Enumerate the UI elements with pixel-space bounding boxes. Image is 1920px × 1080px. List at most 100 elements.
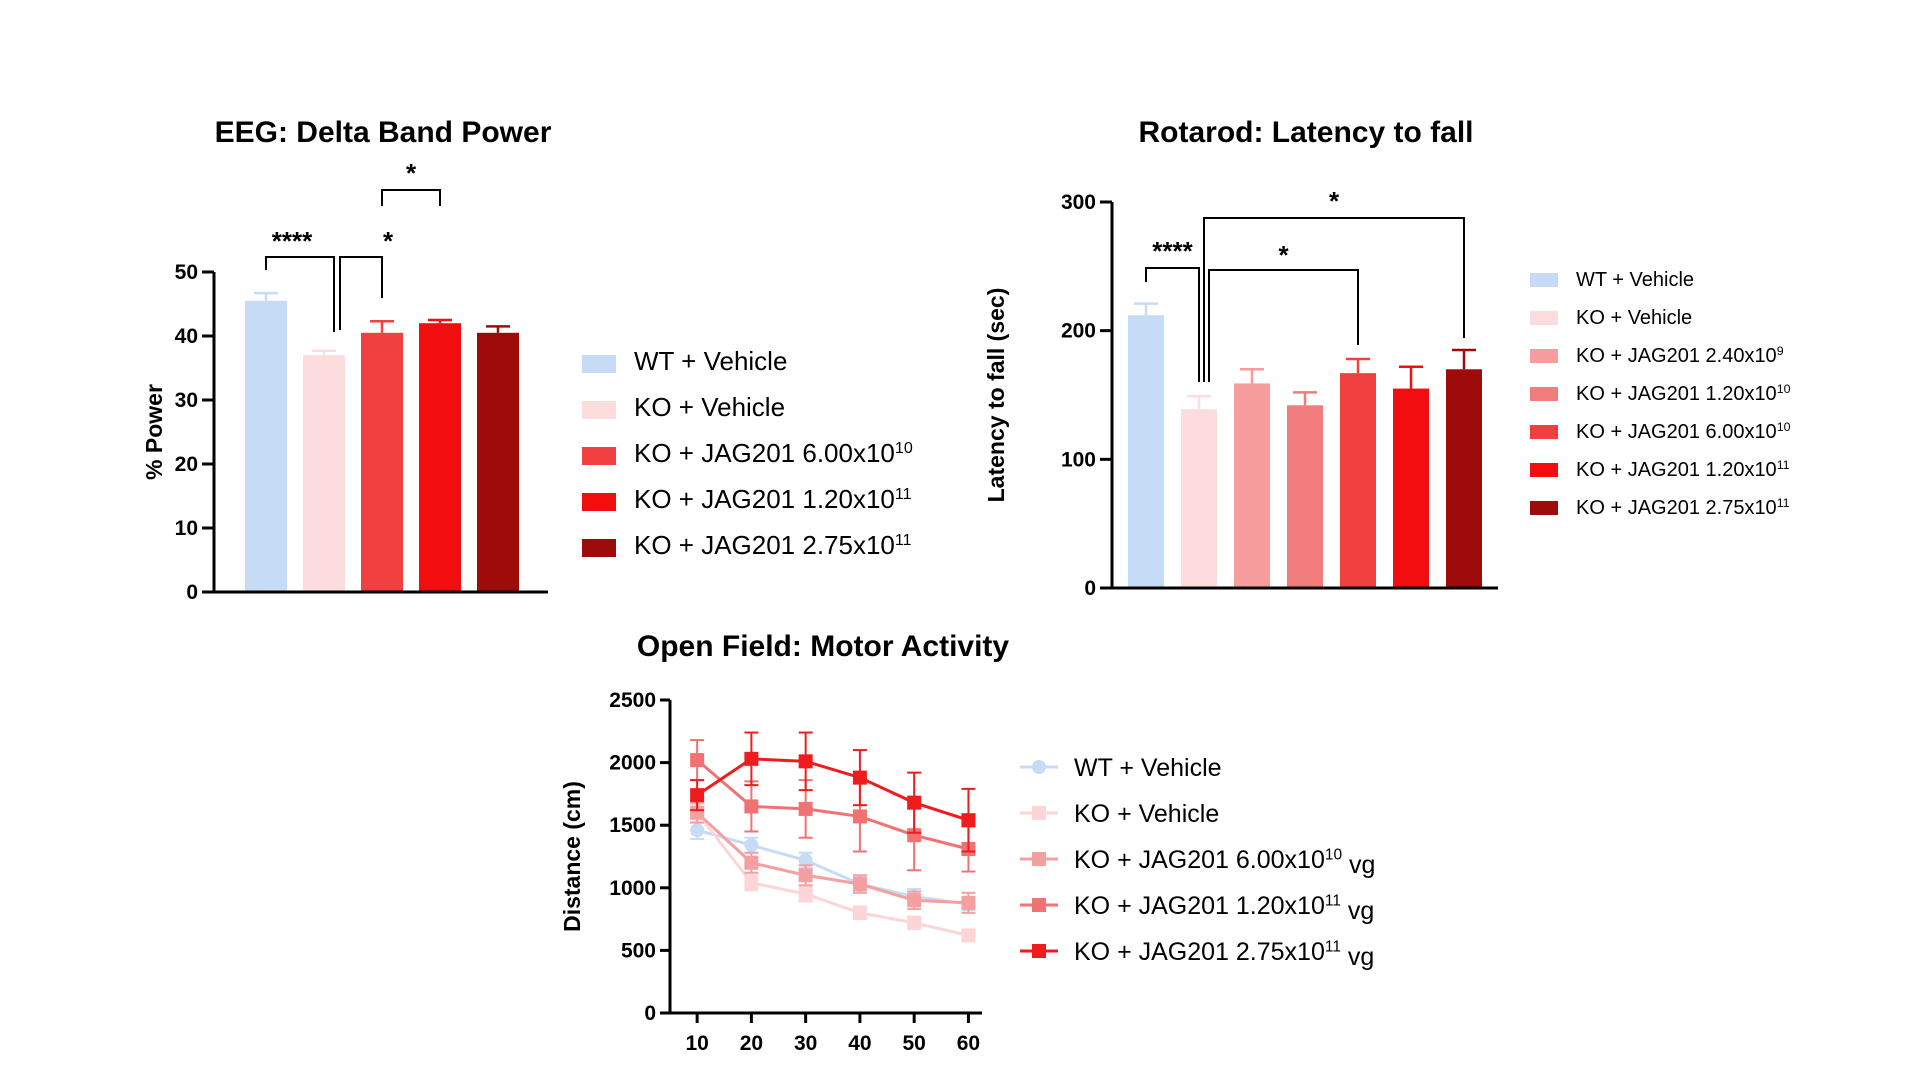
legend-label-main: WT + Vehicle: [1576, 269, 1694, 291]
data-point: [852, 905, 867, 920]
legend-label-main: KO + JAG201 6.00x10: [1074, 846, 1325, 874]
legend-label-main: KO + JAG201 1.20x10: [1074, 892, 1325, 920]
series-line: [696, 758, 969, 851]
legend-label: KO + JAG201 6.00x1010 vg: [1074, 846, 1375, 879]
legend-swatch: [1530, 425, 1558, 439]
bar: [245, 300, 287, 591]
data-point: [744, 855, 759, 870]
legend-label: KO + JAG201 1.20x1011 vg: [1074, 892, 1374, 925]
legend-marker: [1032, 944, 1046, 958]
y-tick-label: 1000: [609, 877, 656, 900]
data-point: [798, 754, 813, 769]
bar: [1287, 405, 1323, 587]
legend-label: KO + JAG201 1.20x1011: [634, 484, 912, 514]
legend-label: KO + JAG201 2.75x1011 vg: [1074, 938, 1374, 971]
legend-label-exponent: 11: [1777, 496, 1790, 510]
data-point: [744, 838, 759, 853]
significance-label: *: [383, 226, 394, 256]
legend-label: KO + JAG201 1.20x1010: [1576, 382, 1791, 405]
legend-label-main: WT + Vehicle: [1074, 754, 1222, 782]
significance-label: *: [406, 158, 417, 188]
legend-label-main: KO + JAG201 2.40x10: [1576, 345, 1777, 367]
legend-label-main: KO + JAG201 2.75x10: [1576, 497, 1777, 519]
y-tick-label: 40: [175, 325, 198, 348]
y-tick-label: 50: [175, 261, 198, 284]
legend-label: WT + Vehicle: [634, 346, 787, 376]
significance-label: ****: [272, 226, 313, 256]
legend-label-exponent: 10: [1325, 846, 1343, 863]
legend-label-main: KO + JAG201 6.00x10: [634, 438, 895, 468]
legend-label: KO + JAG201 6.00x1010: [1576, 420, 1791, 443]
open-field-motor-activity-chart: Open Field: Motor Activity Distance (cm) 0…: [559, 630, 1375, 1055]
y-tick-label: 500: [621, 939, 656, 962]
legend-label-unit: vg: [1341, 943, 1374, 971]
significance-bracket: [265, 256, 335, 332]
legend-label: KO + Vehicle: [1074, 800, 1219, 828]
legend-swatch: [1530, 501, 1558, 515]
x-tick-label: 10: [685, 1032, 708, 1055]
data-point: [961, 895, 976, 910]
series-line: [696, 757, 969, 822]
legend-label-exponent: 10: [895, 439, 913, 457]
data-point: [852, 770, 867, 785]
legend-label: WT + Vehicle: [1074, 754, 1222, 782]
legend-label-exponent: 11: [1325, 938, 1341, 955]
y-tick-label: 30: [175, 389, 198, 412]
legend-swatch: [582, 355, 616, 373]
legend-label: KO + Vehicle: [1576, 307, 1692, 329]
x-tick-label: 20: [740, 1032, 763, 1055]
y-tick-label: 1500: [609, 814, 656, 837]
legend-label-unit: vg: [1342, 851, 1375, 879]
series-line: [696, 828, 969, 906]
legend-swatch: [582, 447, 616, 465]
legend-label-main: KO + JAG201 2.75x10: [1074, 938, 1325, 966]
y-tick-label: 100: [1061, 448, 1096, 471]
legend-label-main: KO + JAG201 1.20x10: [1576, 383, 1777, 405]
legend-marker: [1032, 806, 1046, 820]
x-tick-label: 40: [848, 1032, 871, 1055]
significance-bracket: [1203, 217, 1465, 382]
legend-label-exponent: 11: [1325, 892, 1341, 909]
x-tick-label: 30: [794, 1032, 817, 1055]
y-tick-label: 10: [175, 517, 198, 540]
legend-label-main: KO + JAG201 1.20x10: [1576, 459, 1777, 481]
legend-marker: [1032, 898, 1046, 912]
legend-label-exponent: 10: [1777, 420, 1791, 434]
legend-marker: [1032, 852, 1046, 866]
data-point: [907, 795, 922, 810]
data-point: [744, 799, 759, 814]
legend-swatch: [1530, 463, 1558, 477]
bar: [1340, 373, 1376, 587]
legend-label-main: KO + Vehicle: [634, 392, 785, 422]
legend-label-exponent: 11: [895, 531, 912, 549]
data-point: [907, 915, 922, 930]
x-tick-label: 60: [957, 1032, 980, 1055]
legend-swatch: [582, 539, 616, 557]
chart-title: Open Field: Motor Activity: [637, 630, 1010, 663]
significance-label: *: [1278, 240, 1289, 270]
rotarod-latency-chart: Rotarod: Latency to fall Latency to fall …: [983, 116, 1791, 600]
chart-title: Rotarod: Latency to fall: [1138, 116, 1473, 149]
legend-label: KO + JAG201 2.75x1011: [1576, 496, 1790, 519]
bar: [361, 332, 403, 591]
data-point: [798, 853, 813, 868]
legend-label-main: KO + JAG201 2.75x10: [634, 530, 895, 560]
bar: [1181, 409, 1217, 587]
legend-label-exponent: 11: [895, 485, 912, 503]
legend-label: KO + JAG201 2.75x1011: [634, 530, 912, 560]
legend-label-exponent: 11: [1777, 458, 1790, 472]
y-tick-label: 2500: [609, 689, 656, 712]
bar: [1393, 388, 1429, 587]
data-point: [852, 877, 867, 892]
data-point: [798, 868, 813, 883]
data-point: [852, 809, 867, 824]
data-point: [690, 788, 705, 803]
y-tick-label: 0: [186, 581, 198, 604]
data-point: [744, 751, 759, 766]
legend-label-main: WT + Vehicle: [634, 346, 787, 376]
legend-label-main: KO + JAG201 6.00x10: [1576, 421, 1777, 443]
bar: [1234, 383, 1270, 587]
significance-bracket: [339, 256, 383, 330]
bar: [419, 323, 461, 591]
